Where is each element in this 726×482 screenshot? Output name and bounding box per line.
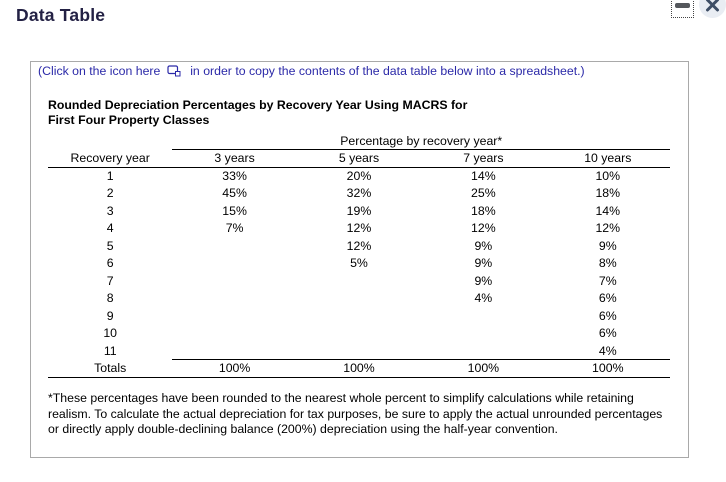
table-cell: 10% (595, 169, 621, 183)
column-header: Recovery year (48, 149, 173, 168)
table-row: 4 7% 12% 12% 12% (48, 220, 670, 238)
table-cell (297, 290, 421, 308)
table-heading-line1: Rounded Depreciation Percentages by Reco… (48, 98, 468, 112)
table-row: 8 4% 6% (48, 290, 670, 308)
table-cell: 12% (346, 221, 372, 236)
table-cell (172, 272, 296, 290)
table-cell: 5% (350, 256, 368, 271)
table-cell: 7 (106, 273, 114, 288)
table-cell: 14% (471, 169, 496, 183)
totals-row: Totals 100% 100% 100% 100% (48, 359, 670, 378)
table-cell: 14% (595, 203, 621, 218)
table-cell: 9% (474, 273, 493, 288)
minimize-icon (675, 3, 690, 8)
table-cell: 12% (595, 221, 621, 236)
table-heading: Rounded Depreciation Percentages by Reco… (48, 98, 467, 128)
close-icon (706, 0, 719, 12)
totals-label: Totals (48, 359, 173, 378)
table-cell: 6% (598, 308, 617, 323)
table-heading-line2: First Four Property Classes (48, 113, 210, 127)
totals-cell: 100% (296, 359, 422, 378)
table-cell: 10 (103, 326, 118, 341)
table-cell: 6% (598, 326, 617, 341)
table-cell (172, 342, 296, 360)
table-cell: 9% (598, 238, 617, 253)
instruction-text-before: (Click on the icon here (38, 64, 161, 78)
column-header-row: Recovery year 3 years 5 years 7 years 10… (48, 149, 670, 168)
table-cell (297, 307, 421, 325)
table-cell: 18% (595, 186, 621, 201)
table-cell: 5 (106, 238, 114, 253)
table-cell: 6 (106, 256, 114, 271)
table-cell: 4% (474, 291, 493, 306)
table-row: 9 6% (48, 307, 670, 325)
table-cell: 12% (346, 238, 372, 253)
data-table-dialog: (Click on the icon here in order to copy… (30, 61, 689, 458)
table-cell: 25% (471, 186, 496, 201)
span-header: Percentage by recovery year* (172, 132, 670, 150)
totals-cell: 100% (545, 359, 670, 378)
totals-cell: 100% (421, 359, 546, 378)
table-row: 10 6% (48, 325, 670, 343)
table-cell: 4 (106, 221, 114, 236)
table-row: 11 4% (48, 342, 670, 360)
minimize-button[interactable] (671, 0, 694, 18)
table-cell (297, 325, 421, 343)
table-cell (172, 307, 296, 325)
copy-instruction: (Click on the icon here in order to copy… (38, 64, 585, 80)
span-header-spacer (48, 132, 172, 150)
table-cell (297, 272, 421, 290)
table-cell: 9% (474, 256, 493, 271)
table-cell: 33% (222, 169, 247, 183)
table-cell (297, 342, 421, 360)
column-header: 5 years (296, 149, 422, 168)
table-cell: 1 (106, 169, 114, 183)
table-row: 7 9% 7% (48, 272, 670, 290)
totals-cell: 100% (172, 359, 297, 378)
table-cell: 11 (103, 343, 117, 358)
table-cell (421, 325, 545, 343)
column-header: 10 years (545, 149, 670, 168)
instruction-text-after: in order to copy the contents of the dat… (190, 64, 585, 78)
table-cell: 20% (346, 169, 372, 183)
table-row: 2 45% 32% 25% 18% (48, 185, 670, 203)
table-cell: 45% (222, 186, 247, 201)
table-cell: 6% (598, 291, 617, 306)
depreciation-table: Percentage by recovery year* Recovery ye… (48, 132, 670, 378)
table-row: 5 12% 9% 9% (48, 237, 670, 255)
table-cell (172, 255, 296, 273)
table-cell: 8% (598, 256, 617, 271)
copy-icon[interactable] (167, 64, 181, 80)
table-row: 3 15% 19% 18% 14% (48, 202, 670, 220)
table-body: 1 33% 20% 14% 10% 2 45% 32% 25% 18% 3 15% 19% 18% 14% 4… (48, 167, 670, 360)
table-cell: 12% (471, 221, 496, 236)
table-row: 6 5% 9% 8% (48, 255, 670, 273)
table-cell: 9% (474, 238, 493, 253)
table-cell: 15% (222, 203, 247, 218)
table-cell (421, 342, 545, 360)
table-cell: 8 (106, 291, 114, 306)
column-header: 3 years (172, 149, 297, 168)
table-cell: 7% (598, 273, 617, 288)
table-cell: 2 (106, 186, 114, 201)
footnote: *These percentages have been rounded to … (48, 391, 663, 437)
table-cell (421, 307, 545, 325)
page-title: Data Table (16, 5, 106, 25)
table-cell: 32% (346, 186, 372, 201)
column-header: 7 years (421, 149, 546, 168)
table-cell: 19% (346, 203, 372, 218)
table-row: 1 33% 20% 14% 10% (48, 167, 670, 185)
close-button[interactable] (699, 0, 726, 18)
table-cell: 3 (106, 203, 114, 218)
table-cell: 9 (106, 308, 114, 323)
table-cell: 18% (471, 203, 496, 218)
table-cell: 4% (598, 343, 617, 358)
span-header-row: Percentage by recovery year* (48, 132, 670, 150)
table-cell: 7% (225, 221, 244, 236)
table-cell (172, 325, 296, 343)
table-cell (172, 237, 296, 255)
table-cell (172, 290, 296, 308)
